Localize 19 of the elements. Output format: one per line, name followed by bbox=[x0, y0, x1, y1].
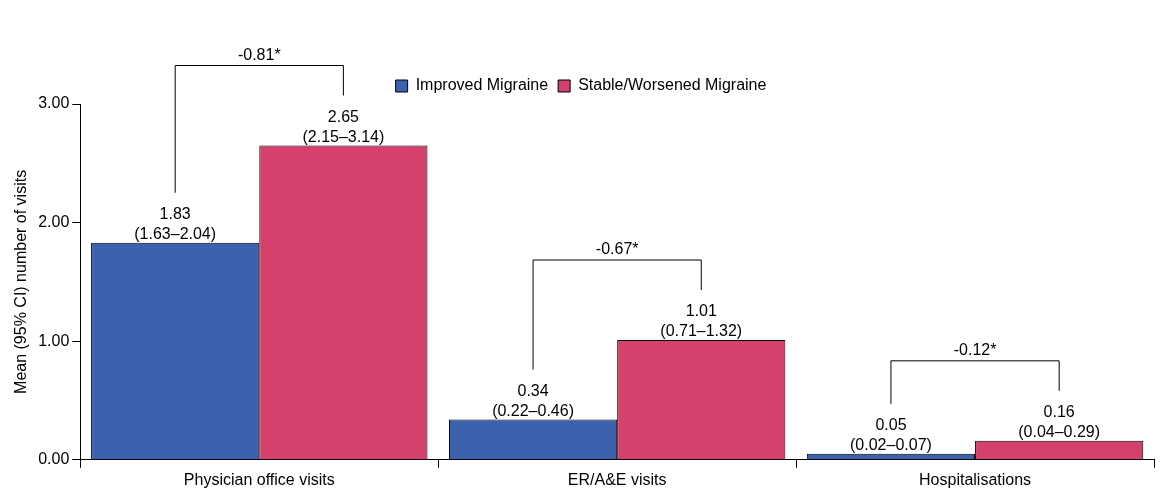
legend-label: Stable/Worsened Migraine bbox=[578, 76, 767, 94]
data-label: 0.05 (0.02–0.07) bbox=[850, 416, 932, 454]
data-label: 0.16 (0.04–0.29) bbox=[1018, 403, 1101, 441]
y-tick-label: 1.00 bbox=[38, 331, 70, 349]
annotation: -0.12* bbox=[953, 341, 997, 359]
annotation: -0.67* bbox=[595, 240, 639, 258]
y-axis-title: Mean (95% CI) number of visits bbox=[12, 169, 30, 394]
y-tick-label: 2.00 bbox=[38, 213, 70, 231]
x-tick-label: ER/A&E visits bbox=[567, 470, 667, 488]
legend-label: Improved Migraine bbox=[415, 76, 549, 94]
y-tick-label: 3.00 bbox=[38, 94, 70, 112]
x-tick-label: Physician office visits bbox=[183, 470, 335, 488]
y-tick-label: 0.00 bbox=[38, 450, 70, 468]
data-label: 2.65 (2.15–3.14) bbox=[302, 107, 385, 145]
x-tick-label: Hospitalisations bbox=[919, 470, 1032, 488]
text: -0.81* bbox=[237, 45, 281, 63]
data-label: 1.01 (0.71–1.32) bbox=[660, 302, 743, 340]
data-label: 0.34 (0.22–0.46) bbox=[492, 381, 574, 419]
data-label: 1.83 (1.63–2.04) bbox=[134, 205, 217, 243]
